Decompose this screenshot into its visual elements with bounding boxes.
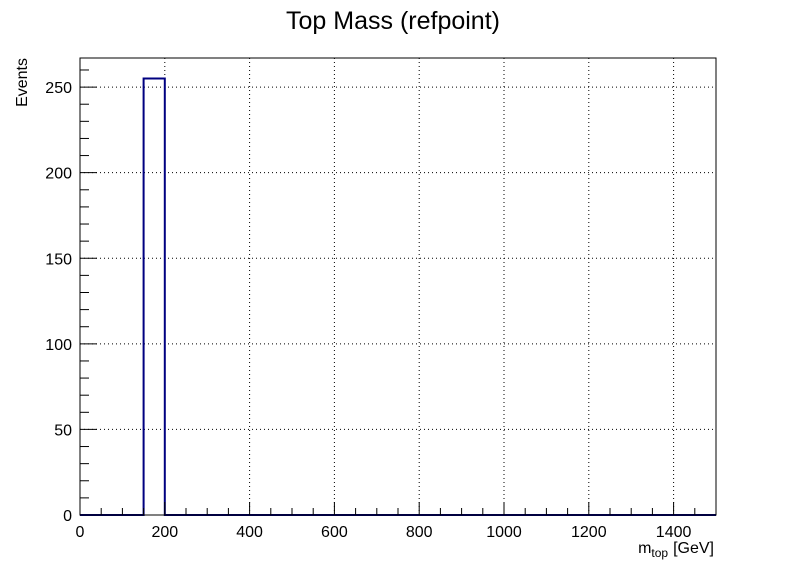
x-axis-label-subscript: top — [651, 546, 668, 560]
grid — [80, 58, 716, 515]
x-tick-label: 600 — [321, 524, 348, 541]
x-tick-label: 200 — [151, 524, 178, 541]
histogram-bin — [144, 79, 165, 515]
y-axis-label: Events — [14, 58, 31, 107]
axis-ticks — [79, 69, 717, 516]
plot-frame — [79, 57, 717, 516]
x-axis-label-symbol: m — [638, 540, 651, 557]
y-tick-label: 250 — [45, 80, 72, 97]
y-tick-label: 150 — [45, 251, 72, 268]
y-tick-label: 0 — [63, 508, 72, 525]
y-tick-label: 200 — [45, 166, 72, 183]
chart-title: Top Mass (refpoint) — [286, 7, 500, 35]
x-axis-label-unit: [GeV] — [673, 540, 714, 557]
histogram-outline — [80, 77, 716, 516]
x-tick-labels: 0 200 400 600 800 1000 1200 1400 — [76, 524, 692, 541]
x-axis-label: mtop [GeV] — [638, 540, 714, 560]
x-tick-label: 1000 — [486, 524, 522, 541]
x-tick-label: 400 — [236, 524, 263, 541]
x-tick-label: 1200 — [571, 524, 607, 541]
y-tick-label: 50 — [54, 422, 72, 439]
x-tick-label: 0 — [76, 524, 85, 541]
histogram — [80, 77, 716, 516]
y-tick-labels: 0 50 100 150 200 250 — [45, 80, 72, 525]
y-tick-label: 100 — [45, 337, 72, 354]
x-tick-label: 1400 — [656, 524, 692, 541]
x-tick-label: 800 — [406, 524, 433, 541]
